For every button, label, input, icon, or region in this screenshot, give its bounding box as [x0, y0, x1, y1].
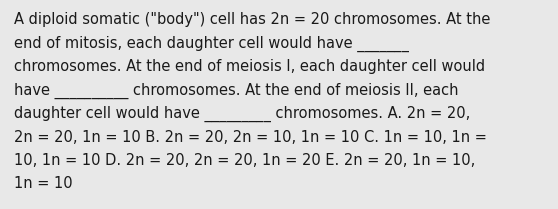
Text: end of mitosis, each daughter cell would have _______: end of mitosis, each daughter cell would…	[14, 36, 409, 52]
Text: have __________ chromosomes. At the end of meiosis II, each: have __________ chromosomes. At the end …	[14, 83, 459, 99]
Text: 10, 1n = 10 D. 2n = 20, 2n = 20, 1n = 20 E. 2n = 20, 1n = 10,: 10, 1n = 10 D. 2n = 20, 2n = 20, 1n = 20…	[14, 153, 475, 168]
Text: daughter cell would have _________ chromosomes. A. 2n = 20,: daughter cell would have _________ chrom…	[14, 106, 470, 122]
Text: A diploid somatic ("body") cell has 2n = 20 chromosomes. At the: A diploid somatic ("body") cell has 2n =…	[14, 12, 490, 27]
Text: 2n = 20, 1n = 10 B. 2n = 20, 2n = 10, 1n = 10 C. 1n = 10, 1n =: 2n = 20, 1n = 10 B. 2n = 20, 2n = 10, 1n…	[14, 130, 487, 144]
Text: 1n = 10: 1n = 10	[14, 176, 73, 191]
Text: chromosomes. At the end of meiosis I, each daughter cell would: chromosomes. At the end of meiosis I, ea…	[14, 59, 485, 74]
